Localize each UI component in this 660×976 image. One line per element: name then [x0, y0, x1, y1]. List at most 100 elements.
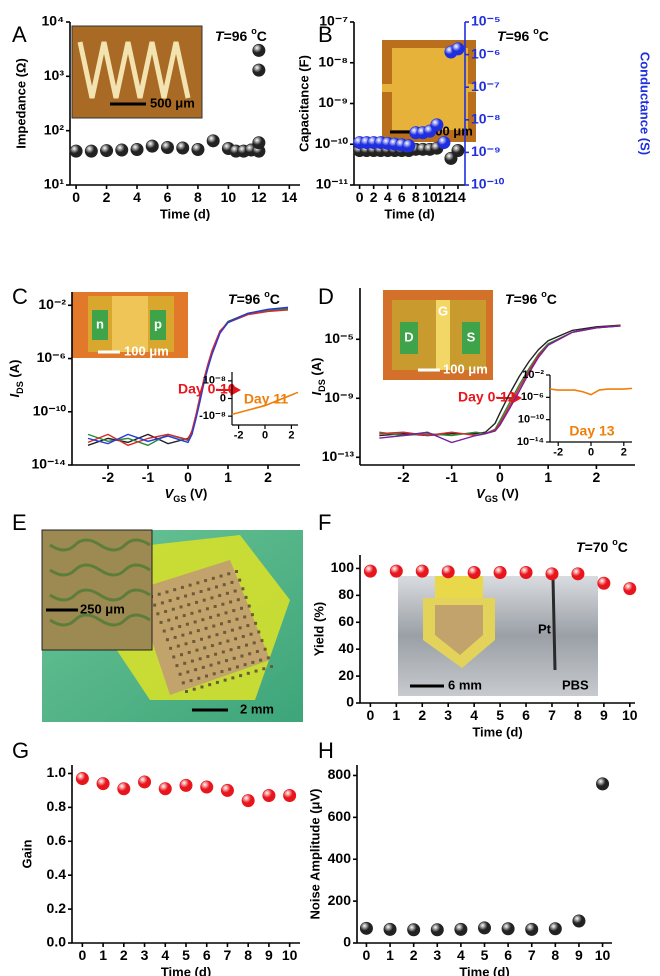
panel-label: C — [12, 284, 28, 309]
data-point — [598, 577, 610, 589]
y-tick-label: 10⁻⁷ — [319, 13, 348, 29]
x-tick-label: 2 — [418, 707, 426, 723]
data-point — [100, 144, 112, 156]
y-tick-label: 40 — [338, 640, 354, 656]
x-tick-label: 0 — [262, 429, 268, 441]
panel-label: F — [318, 510, 331, 535]
text-part: (A) — [309, 358, 324, 380]
y2-tick-label: 10⁻⁶ — [471, 45, 500, 61]
text-part: DS — [317, 379, 327, 392]
inset-annotation: Day 13 — [569, 423, 614, 439]
data-point — [207, 135, 219, 147]
y2-axis-label: Conductance (S) — [638, 52, 653, 155]
y-tick-label: 10⁻¹⁰ — [315, 135, 349, 151]
y-tick-label: 0.8 — [47, 798, 67, 814]
y-tick-label: 10¹ — [44, 176, 65, 192]
x-tick-label: 3 — [433, 947, 441, 963]
data-point — [177, 142, 189, 154]
data-point — [438, 136, 450, 148]
data-point — [442, 566, 454, 578]
text-part: GS — [485, 494, 498, 504]
data-point — [452, 144, 464, 156]
y-tick-label: 10⁻⁸ — [203, 375, 226, 387]
y-tick-label: 10² — [44, 121, 65, 137]
y-tick-label: 10⁻¹⁴ — [517, 436, 544, 448]
data-point — [180, 779, 192, 791]
x-tick-label: 6 — [522, 707, 530, 723]
data-point — [85, 145, 97, 157]
x-tick-label: 8 — [244, 947, 252, 963]
inset-photo: Pt PBS 6 mm — [398, 576, 598, 696]
y-axis-label: Capacitance (F) — [296, 55, 311, 152]
text-part: C — [270, 291, 280, 307]
y-axis-label: Impedance (Ω) — [13, 58, 28, 149]
data-point — [468, 566, 480, 578]
data-point — [624, 582, 636, 594]
x-tick-label: 7 — [224, 947, 232, 963]
y-axis-label: Yield (%) — [311, 602, 326, 656]
x-tick-label: 5 — [496, 707, 504, 723]
scale-bar-label: 6 mm — [448, 677, 482, 692]
data-point — [131, 143, 143, 155]
x-tick-label: -2 — [102, 469, 115, 485]
data-point — [159, 783, 171, 795]
x-tick-label: 9 — [265, 947, 273, 963]
y-tick-label: 10⁻⁵ — [324, 330, 354, 346]
y2-tick-label: 10⁻⁵ — [471, 13, 501, 29]
panel-label: A — [12, 22, 27, 47]
y-tick-label: 600 — [328, 808, 352, 824]
x-tick-label: 6 — [203, 947, 211, 963]
photo-label: PBS — [562, 677, 589, 692]
data-point — [116, 144, 128, 156]
x-tick-label: 1 — [386, 947, 394, 963]
x-tick-label: 0 — [72, 189, 80, 205]
x-tick-label: 12 — [251, 189, 267, 205]
panel-label: E — [12, 510, 27, 535]
x-tick-label: 0 — [356, 189, 364, 205]
x-tick-label: 0 — [496, 469, 504, 485]
annotation: T=96 oC — [215, 26, 267, 43]
x-tick-label: 0 — [184, 469, 192, 485]
data-point — [502, 923, 514, 935]
text-part: C — [618, 539, 628, 555]
y2-tick-label: 10⁻⁷ — [471, 78, 500, 94]
x-tick-label: 9 — [575, 947, 583, 963]
data-point — [452, 43, 464, 55]
photo-label: Pt — [538, 621, 552, 636]
data-point — [549, 923, 561, 935]
x-axis-label: VGS (V) — [476, 486, 519, 504]
data-point — [455, 923, 467, 935]
x-tick-label: 3 — [444, 707, 452, 723]
x-tick-label: 8 — [412, 189, 420, 205]
scale-bar-label: 250 μm — [80, 601, 125, 616]
device-label: D — [404, 329, 413, 344]
text-part: (V) — [498, 486, 519, 501]
x-tick-label: 10 — [595, 947, 611, 963]
scale-bar-label: 100 μm — [124, 343, 169, 358]
y-tick-label: 100 — [331, 559, 355, 575]
text-part: C — [257, 28, 267, 44]
x-axis-label: Time (d) — [384, 206, 434, 221]
x-tick-label: 2 — [370, 189, 378, 205]
y-axis-label: IDS (A) — [309, 358, 327, 396]
x-tick-label: 10 — [282, 947, 298, 963]
x-tick-label: 2 — [120, 947, 128, 963]
x-tick-label: 6 — [504, 947, 512, 963]
y-axis-label: Noise Amplitude (μV) — [307, 789, 322, 920]
panel-label: H — [318, 738, 334, 763]
data-point — [253, 137, 265, 149]
inset-photo: n p 100 μm — [72, 292, 188, 358]
text-part: =96 — [506, 28, 534, 44]
y-tick-label: 0.4 — [47, 866, 67, 882]
figure: 500 μm 500 μm n p 100 μm G D S 100 μm — [0, 0, 660, 976]
x-tick-label: 1 — [99, 947, 107, 963]
y-tick-label: 0.2 — [47, 900, 67, 916]
x-tick-label: 8 — [551, 947, 559, 963]
data-point — [161, 141, 173, 153]
y-tick-label: 10⁻⁹ — [324, 389, 354, 405]
y-tick-label: 10³ — [44, 67, 65, 83]
photo: 250 μm 2 mm — [42, 530, 303, 722]
x-tick-label: 2 — [621, 446, 627, 458]
data-point — [573, 915, 585, 927]
x-tick-label: 10 — [622, 707, 638, 723]
